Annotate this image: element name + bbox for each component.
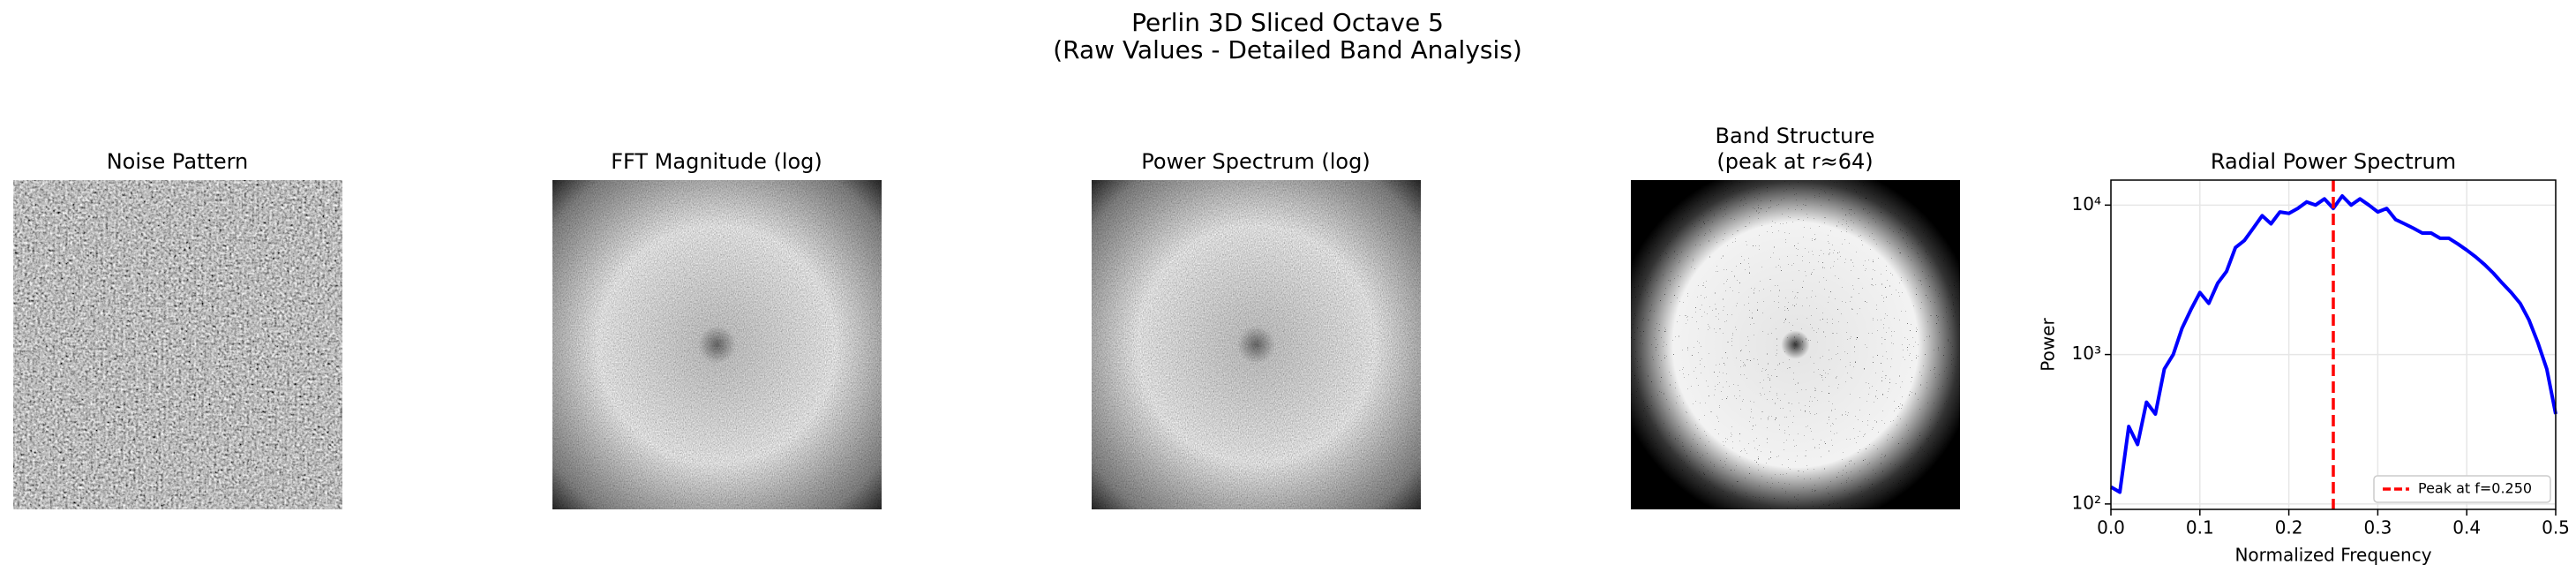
band-shade <box>1631 180 1960 509</box>
panel-title: Band Structure <box>1716 124 1875 148</box>
y-tick-label: 10⁴ <box>2072 193 2101 215</box>
legend-box <box>2373 475 2551 503</box>
series-line <box>2109 194 2557 494</box>
x-tick-label: 0.1 <box>2186 517 2214 539</box>
x-tick-label: 0.3 <box>2363 517 2392 539</box>
panel-title: Noise Pattern <box>107 149 249 174</box>
figure-title: (Raw Values - Detailed Band Analysis) <box>1053 35 1522 64</box>
x-axis-label: Normalized Frequency <box>2234 545 2431 566</box>
figure-title: Perlin 3D Sliced Octave 5 <box>1131 8 1444 37</box>
x-tick-label: 0.2 <box>2275 517 2303 539</box>
chart-title: Radial Power Spectrum <box>2211 149 2456 174</box>
y-tick-label: 10² <box>2072 492 2101 513</box>
x-tick-label: 0.5 <box>2542 517 2570 539</box>
power-shade <box>1092 180 1421 509</box>
panel-title: FFT Magnitude (log) <box>611 149 822 174</box>
x-tick-label: 0.4 <box>2452 517 2481 539</box>
y-tick-label: 10³ <box>2072 343 2101 364</box>
y-axis-label: Power <box>2038 317 2059 371</box>
panel-title: Power Spectrum (log) <box>1141 149 1370 174</box>
legend-label: Peak at f=0.250 <box>2418 480 2532 497</box>
panel-title: (peak at r≈64) <box>1716 149 1873 174</box>
x-tick-label: 0.0 <box>2097 517 2125 539</box>
noise-image <box>13 180 342 509</box>
fft-shade <box>552 180 882 509</box>
axes-frame <box>2110 179 2557 510</box>
